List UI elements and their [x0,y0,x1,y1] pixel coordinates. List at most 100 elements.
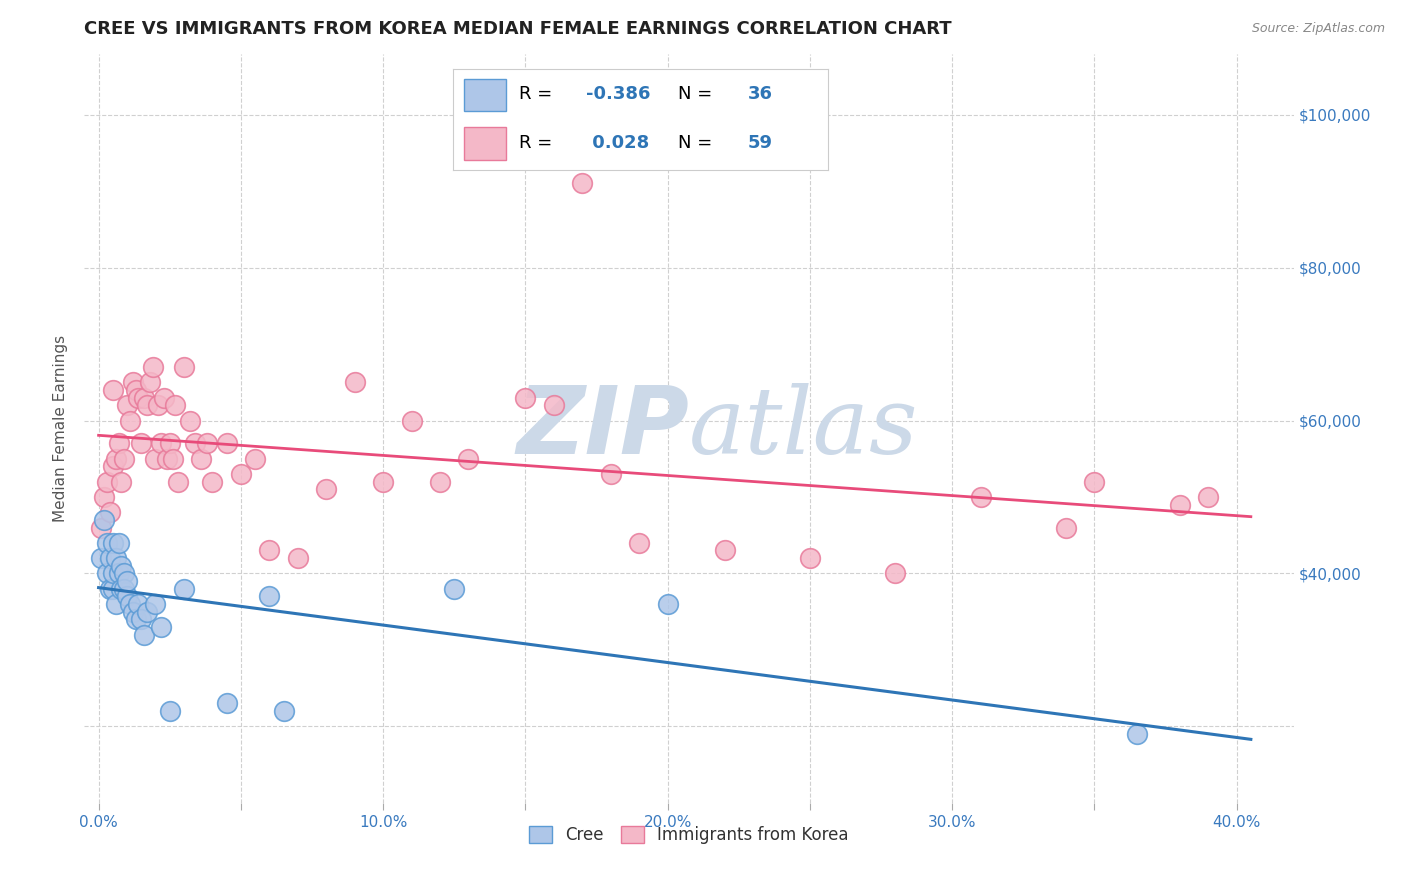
Point [884,566,907,581]
Point [110,558,132,573]
Point [90,551,112,566]
Point [136,605,159,619]
Point [148,398,170,412]
Point [98,582,121,596]
Point [145,597,167,611]
Point [429,475,451,489]
Point [129,612,152,626]
Point [93,490,115,504]
Point [343,376,366,390]
Point [104,451,127,466]
Point [115,590,138,604]
Point [90,520,112,534]
Point [287,551,309,566]
Text: atlas: atlas [689,384,918,473]
Point [315,483,337,497]
Point [571,177,593,191]
Point [179,413,201,427]
Point [173,582,195,596]
Legend: Cree, Immigrants from Korea: Cree, Immigrants from Korea [522,819,856,851]
Point [127,391,149,405]
Point [107,566,129,581]
Point [110,475,132,489]
Point [145,451,167,466]
Point [101,566,124,581]
Point [167,475,190,489]
Point [457,451,479,466]
Point [142,359,165,374]
Point [969,490,991,504]
Point [124,383,146,397]
Point [112,566,135,581]
Point [115,398,138,412]
Point [93,513,115,527]
Point [259,590,281,604]
Point [121,605,143,619]
Point [107,436,129,450]
Point [118,413,141,427]
Text: CREE VS IMMIGRANTS FROM KOREA MEDIAN FEMALE EARNINGS CORRELATION CHART: CREE VS IMMIGRANTS FROM KOREA MEDIAN FEM… [84,21,952,38]
Point [98,551,121,566]
Point [110,582,132,596]
Point [273,704,295,718]
Point [259,543,281,558]
Point [184,436,207,450]
Point [98,505,121,519]
Point [96,536,118,550]
Point [201,475,224,489]
Point [112,451,135,466]
Point [104,551,127,566]
Point [153,391,176,405]
Point [401,413,423,427]
Point [159,704,181,718]
Point [215,436,238,450]
Point [371,475,394,489]
Point [101,383,124,397]
Point [124,612,146,626]
Point [101,459,124,474]
Text: ZIP: ZIP [516,382,689,475]
Point [156,451,179,466]
Point [215,697,238,711]
Point [799,551,821,566]
Text: Source: ZipAtlas.com: Source: ZipAtlas.com [1251,22,1385,36]
Point [112,582,135,596]
Point [628,536,651,550]
Y-axis label: Median Female Earnings: Median Female Earnings [53,334,69,522]
Point [515,391,537,405]
Point [118,597,141,611]
Point [243,451,266,466]
Point [543,398,565,412]
Point [1054,520,1077,534]
Point [150,620,173,634]
Point [127,597,149,611]
Point [1083,475,1105,489]
Point [101,582,124,596]
Point [657,597,679,611]
Point [96,475,118,489]
Point [139,376,162,390]
Point [150,436,173,450]
Point [713,543,735,558]
Point [136,398,159,412]
Point [229,467,252,481]
Point [1197,490,1219,504]
Point [165,398,187,412]
Point [101,536,124,550]
Point [129,436,152,450]
Point [173,359,195,374]
Point [115,574,138,588]
Point [162,451,184,466]
Point [1168,498,1191,512]
Point [96,566,118,581]
Point [159,436,181,450]
Point [195,436,218,450]
Point [107,536,129,550]
Point [190,451,212,466]
Point [121,376,143,390]
Point [132,391,155,405]
Point [599,467,621,481]
Point [132,627,155,641]
Point [1126,727,1149,741]
Point [104,597,127,611]
